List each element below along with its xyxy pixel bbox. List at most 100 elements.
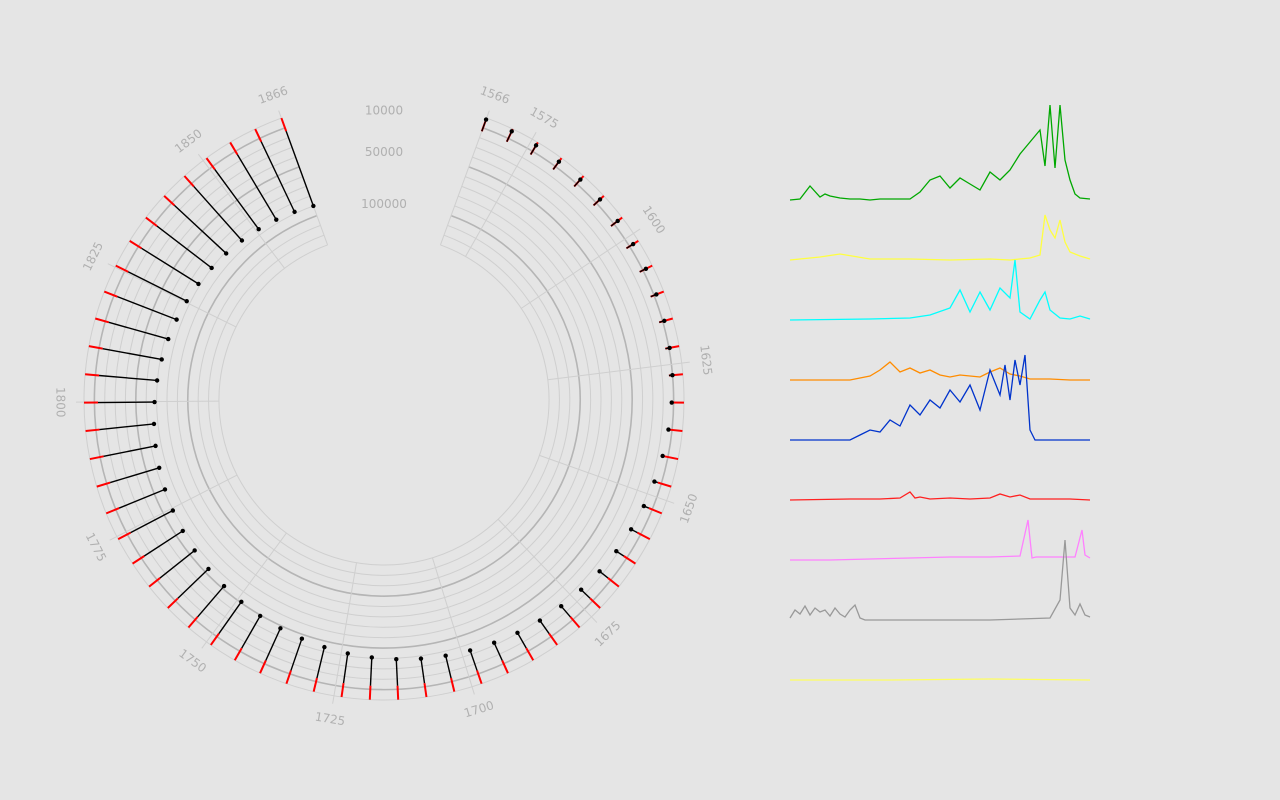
year-label-1750: 1750 — [176, 646, 209, 675]
stem-58 — [260, 141, 296, 213]
point-44 — [153, 443, 158, 449]
embarked-tick-50 — [103, 290, 118, 298]
radial-marks — [84, 117, 684, 700]
embarked-tick-29 — [396, 685, 400, 700]
stem-41 — [130, 509, 174, 534]
embarked-tick-24 — [525, 647, 535, 661]
embarked-tick-15 — [664, 455, 679, 461]
year-label-1800: 1800 — [53, 387, 67, 418]
point-9 — [654, 292, 659, 297]
point-16 — [652, 479, 657, 484]
major-ring-1 — [135, 166, 633, 649]
spoke-1675 — [497, 518, 598, 623]
spoke-1850 — [197, 153, 285, 269]
point-34 — [278, 626, 283, 631]
embarked-tick-43 — [96, 481, 111, 488]
panel-line-2 — [789, 259, 1091, 321]
ring-labels: 10000 50000 100000 — [361, 103, 407, 210]
point-56 — [256, 227, 261, 232]
point-24 — [515, 630, 520, 635]
spoke-1825 — [107, 263, 237, 328]
stem-48 — [102, 347, 162, 361]
year-label-1775: 1775 — [83, 530, 109, 564]
timeseries-panels — [789, 104, 1091, 681]
embarked-tick-31 — [340, 682, 345, 698]
panel-line-4 — [790, 354, 1090, 441]
point-20 — [597, 569, 602, 574]
embarked-tick-18 — [636, 531, 651, 541]
point-58 — [292, 209, 297, 215]
spoke-1700 — [431, 557, 475, 695]
minor-ring — [83, 117, 685, 701]
stem-36 — [218, 601, 242, 634]
spoke-1566 — [439, 110, 490, 246]
stem-49 — [108, 321, 169, 340]
point-42 — [162, 487, 168, 492]
year-axis: 1566157516001625165016751700172517501775… — [53, 83, 714, 728]
embarked-tick-56 — [205, 157, 216, 171]
point-7 — [630, 241, 636, 247]
embarked-tick-27 — [450, 677, 456, 692]
point-21 — [578, 587, 584, 592]
point-15 — [660, 453, 665, 459]
stem-59 — [285, 131, 315, 207]
stem-45 — [99, 423, 155, 431]
point-45 — [151, 421, 157, 427]
panel-5 — [789, 491, 1091, 501]
minor-ring — [145, 176, 623, 639]
point-8 — [643, 266, 649, 271]
point-33 — [299, 636, 305, 641]
panel-7 — [789, 539, 1091, 621]
embarked-tick-49 — [95, 317, 110, 324]
panel-4 — [790, 354, 1090, 441]
point-53 — [209, 265, 214, 271]
stem-32 — [316, 646, 326, 679]
panel-line-1 — [789, 214, 1091, 261]
point-31 — [345, 651, 350, 656]
year-label-1575: 1575 — [528, 104, 561, 131]
embarked-tick-25 — [501, 660, 509, 674]
point-22 — [558, 603, 564, 609]
point-10 — [662, 318, 667, 324]
point-46 — [152, 399, 157, 405]
embarked-tick-40 — [131, 555, 145, 565]
point-49 — [166, 336, 171, 342]
point-12 — [670, 372, 675, 378]
minor-ring — [156, 185, 612, 628]
point-38 — [206, 566, 211, 572]
minor-ring — [197, 224, 571, 587]
spoke-1575 — [465, 131, 537, 257]
embarked-tick-35 — [233, 647, 243, 661]
radial-grid — [76, 110, 690, 704]
point-40 — [180, 528, 185, 534]
embarked-tick-23 — [548, 632, 558, 646]
stem-40 — [143, 530, 184, 557]
embarked-tick-57 — [229, 141, 239, 155]
ring-label-2: 100000 — [361, 197, 407, 211]
panel-1 — [789, 214, 1091, 261]
embarked-tick-39 — [148, 577, 161, 588]
embarked-tick-52 — [129, 240, 143, 250]
embarked-tick-48 — [88, 345, 103, 350]
stem-27 — [444, 655, 452, 679]
point-50 — [174, 317, 179, 322]
embarked-tick-30 — [368, 685, 372, 700]
embarked-tick-28 — [423, 682, 428, 698]
stem-37 — [197, 585, 225, 618]
point-27 — [443, 653, 448, 658]
embarked-tick-21 — [589, 597, 601, 609]
panel-line-3 — [790, 361, 1090, 381]
embarked-tick-44 — [89, 455, 104, 461]
panel-line-5 — [789, 491, 1091, 501]
year-label-1700: 1700 — [462, 698, 495, 720]
point-13 — [669, 400, 674, 405]
stem-43 — [109, 467, 160, 484]
year-label-1850: 1850 — [172, 126, 205, 156]
stem-33 — [290, 638, 303, 671]
embarked-tick-20 — [607, 577, 620, 588]
stem-28 — [420, 658, 426, 684]
embarked-tick-54 — [163, 195, 176, 207]
point-51 — [184, 298, 189, 304]
major-ring-0 — [93, 127, 675, 691]
